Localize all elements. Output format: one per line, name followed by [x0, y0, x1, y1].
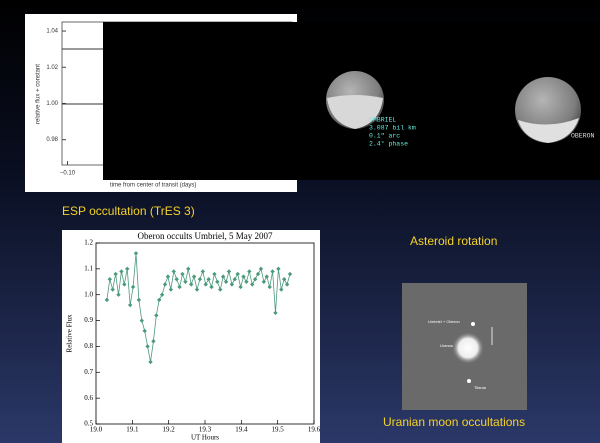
- umbriel-label: 2.4° phase: [369, 140, 408, 148]
- umbriel-label: 0.1" arc: [369, 133, 400, 140]
- x-tick-label: 19.6: [308, 426, 321, 434]
- esp-x-label: time from center of transit (days): [110, 183, 196, 189]
- esp-y-label: relative flux + constant: [36, 64, 42, 124]
- esp-x-tick-label: −0.10: [60, 171, 76, 177]
- uranus-label: Titania: [474, 385, 487, 390]
- x-tick-label: 19.5: [272, 426, 285, 434]
- y-tick-label: 0.9: [84, 316, 93, 324]
- chart-title: Oberon occults Umbriel, 5 May 2007: [138, 231, 273, 241]
- y-axis-label: Relative Flux: [66, 314, 74, 352]
- caption: Asteroid rotation: [410, 234, 497, 248]
- x-tick-label: 19.2: [163, 426, 176, 434]
- esp-y-tick-label: 1.02: [46, 65, 58, 71]
- canvas: 1.04 1.02 1.00 0.98 −0.10 time from center of…: [0, 0, 600, 443]
- y-tick-label: 1.2: [84, 239, 93, 247]
- x-axis-label: UT Hours: [191, 434, 219, 442]
- moon-dot: [471, 322, 475, 326]
- y-tick-label: 0.7: [84, 368, 93, 376]
- esp-y-tick-label: 1.00: [46, 101, 58, 107]
- umbriel-label: 3.087 bil km: [369, 125, 416, 132]
- y-tick-label: 0.8: [84, 342, 93, 350]
- uranus-label: Uranus: [440, 343, 453, 348]
- umbriel-label: UMBRIEL: [369, 117, 396, 124]
- y-tick-label: 0.6: [84, 394, 93, 402]
- caption: ESP occultation (TrES 3): [62, 204, 195, 218]
- oberon-label: OBERON: [571, 133, 595, 140]
- esp-y-tick-label: 1.04: [46, 29, 58, 35]
- x-tick-label: 19.4: [235, 426, 248, 434]
- x-tick-label: 19.0: [90, 426, 103, 434]
- y-tick-label: 1.1: [84, 264, 93, 272]
- slide: 1.04 1.02 1.00 0.98 −0.10 time from center of…: [0, 0, 600, 443]
- moon-dot: [467, 379, 471, 383]
- uranus-disk: [452, 332, 484, 364]
- x-tick-label: 19.1: [126, 426, 139, 434]
- caption: Uranian moon occultations: [383, 415, 525, 429]
- oberon-chart-bg: [62, 230, 320, 443]
- x-tick-label: 19.3: [199, 426, 212, 434]
- y-tick-label: 1.0: [84, 290, 93, 298]
- esp-y-tick-label: 0.98: [46, 137, 58, 143]
- uranus-label: Umbriel + Oberon: [428, 319, 460, 324]
